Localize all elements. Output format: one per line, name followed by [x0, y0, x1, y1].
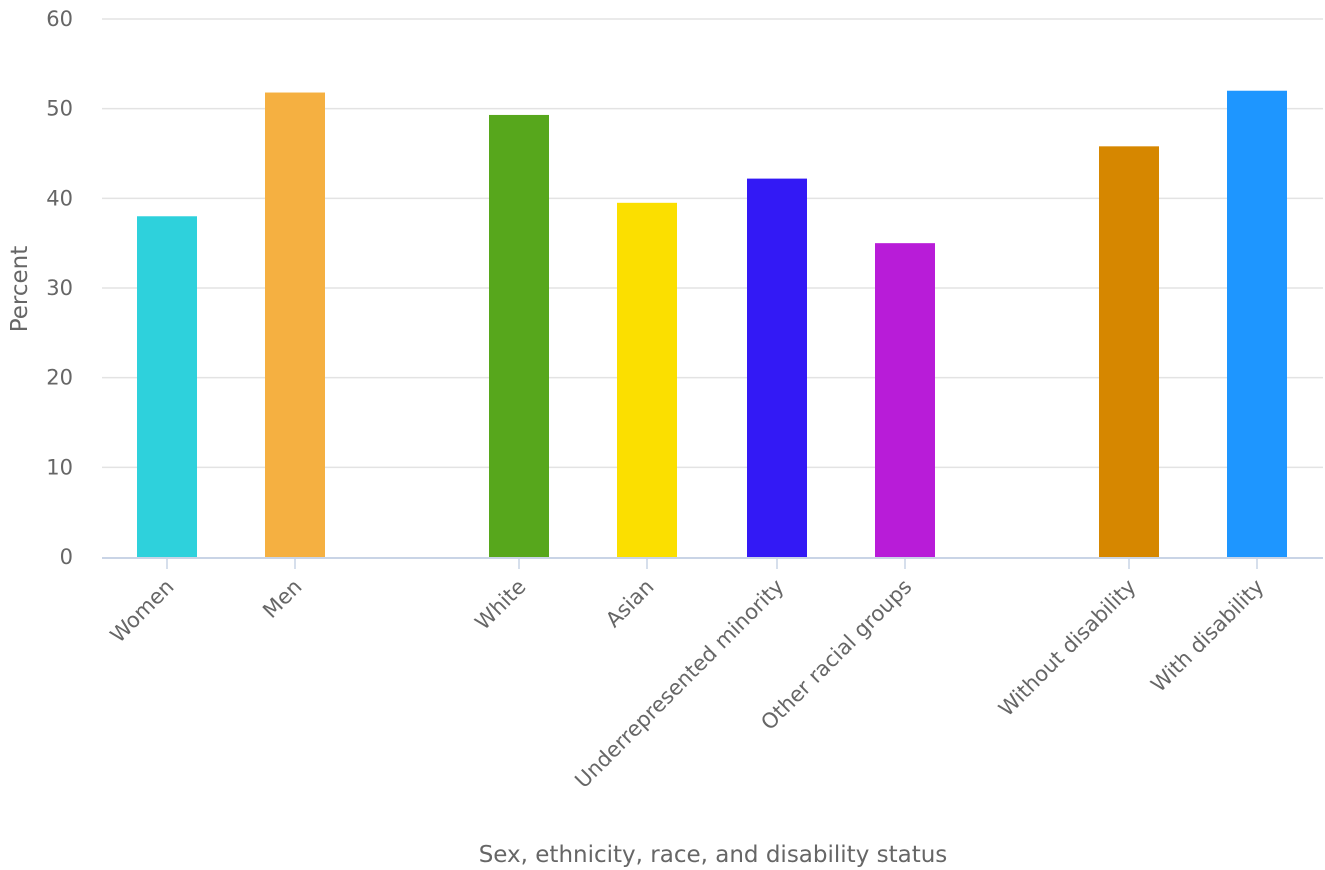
y-tick-label-30: 30	[46, 276, 73, 300]
y-axis-ticks: 0 10 20 30 40 50 60	[46, 7, 73, 569]
x-tick-label-men: Men	[258, 575, 306, 623]
y-tick-label-60: 60	[46, 7, 73, 31]
x-axis-title: Sex, ethnicity, race, and disability sta…	[479, 842, 948, 868]
bars	[137, 90, 1287, 558]
bar-other-racial-groups[interactable]	[875, 243, 935, 557]
bar-asian[interactable]	[617, 202, 677, 558]
x-tick-label-asian: Asian	[601, 575, 659, 633]
y-axis-title: Percent	[7, 246, 33, 333]
bar-white[interactable]	[489, 114, 549, 558]
x-tick-label-underrepresented-minority: Underrepresented minority	[570, 575, 788, 793]
y-tick-label-50: 50	[46, 97, 73, 121]
y-tick-label-40: 40	[46, 186, 73, 210]
bar-with-disability[interactable]	[1227, 90, 1287, 557]
x-tick-label-white: White	[470, 575, 530, 635]
x-axis	[102, 557, 1323, 569]
y-tick-label-20: 20	[46, 366, 73, 390]
x-tick-label-women: Women	[106, 575, 179, 648]
bar-underrepresented-minority[interactable]	[747, 178, 807, 557]
x-tick-label-with-disability: With disability	[1146, 575, 1268, 697]
x-tick-label-without-disability: Without disability	[994, 575, 1141, 722]
bar-men[interactable]	[265, 92, 325, 557]
y-tick-label-10: 10	[46, 455, 73, 479]
bar-women[interactable]	[137, 216, 197, 557]
y-tick-label-0: 0	[60, 545, 73, 569]
bar-without-disability[interactable]	[1099, 146, 1159, 557]
